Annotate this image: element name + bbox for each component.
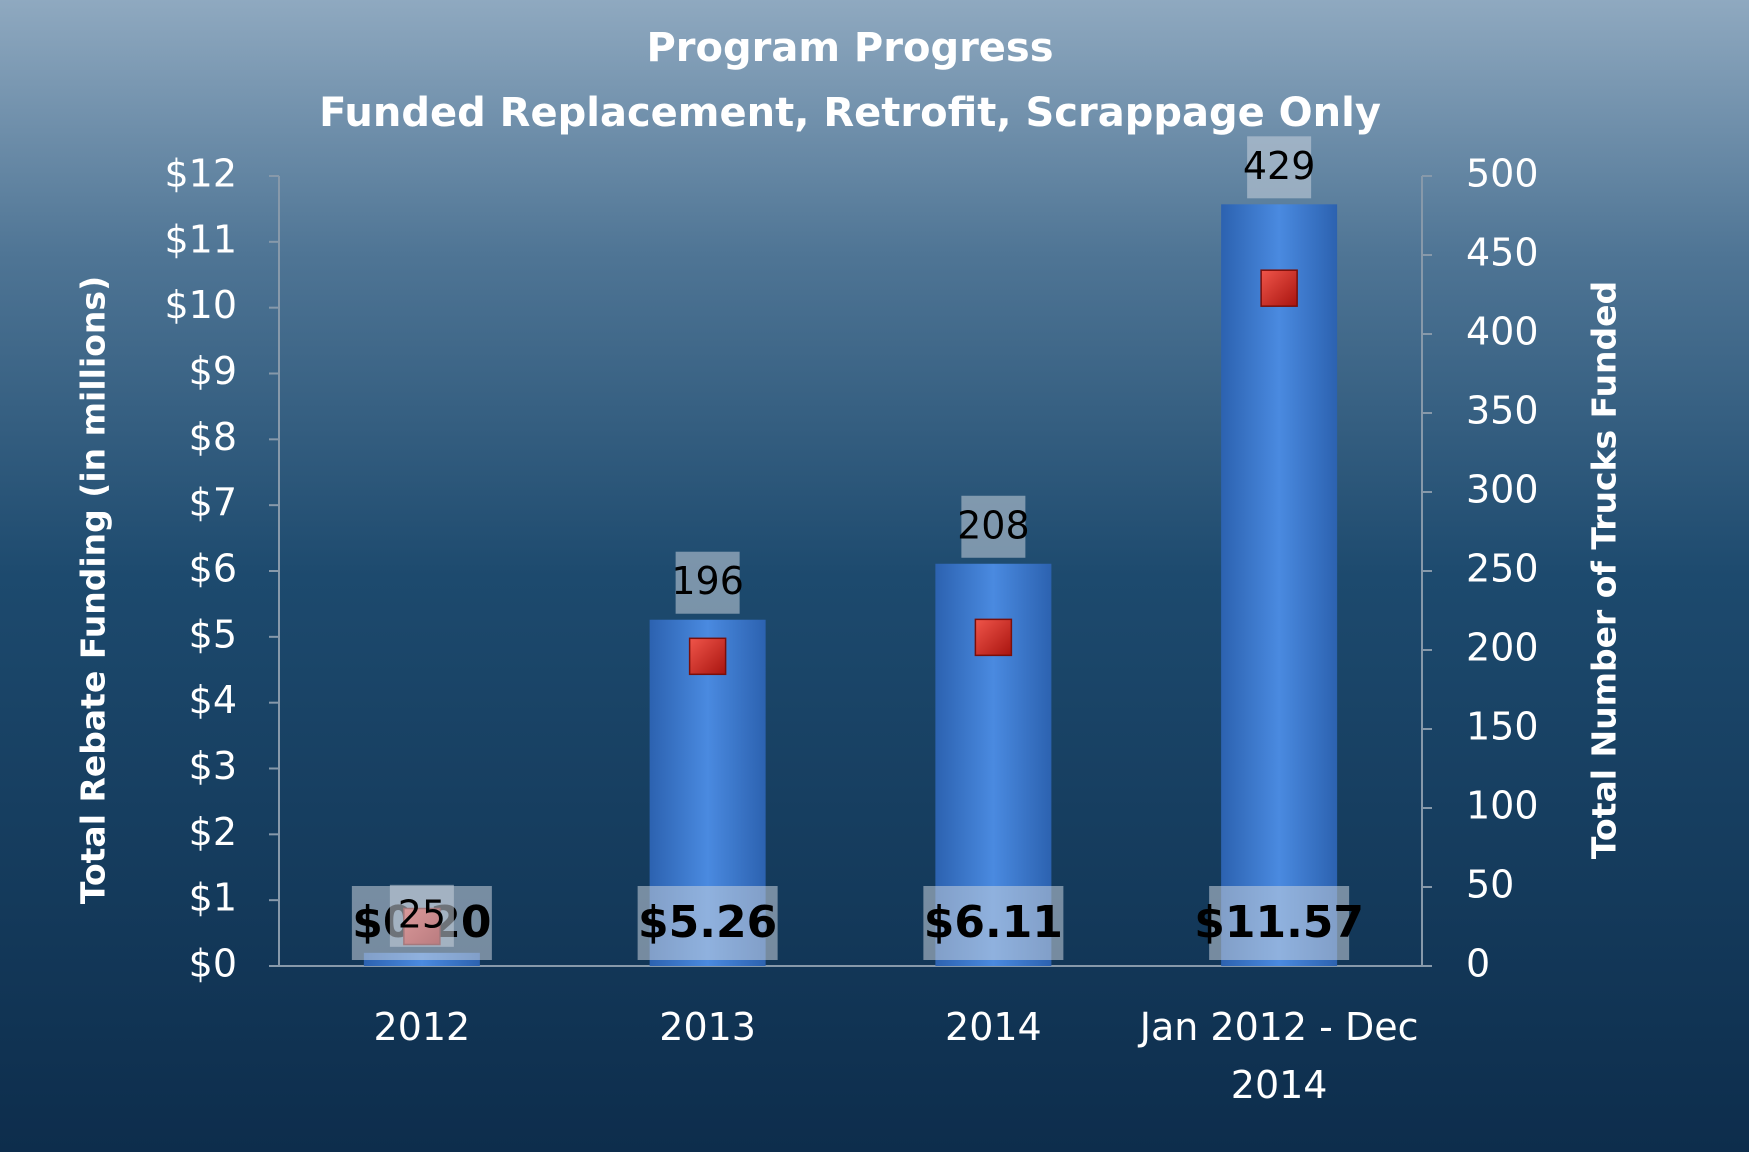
y2-axis-title: Total Number of Trucks Funded bbox=[1585, 281, 1624, 859]
bar bbox=[1221, 204, 1337, 966]
y2-tick-label: 0 bbox=[1466, 942, 1490, 986]
y-tick-label: $9 bbox=[189, 349, 237, 393]
y2-tick-label: 400 bbox=[1466, 310, 1539, 354]
y-tick-label: $3 bbox=[189, 744, 237, 788]
y2-tick-label: 150 bbox=[1466, 705, 1539, 749]
x-tick-label: Jan 2012 - Dec 2014 bbox=[1129, 998, 1429, 1114]
value-label: $6.11 bbox=[924, 897, 1063, 948]
y-tick-label: $7 bbox=[189, 481, 237, 525]
count-label: 196 bbox=[671, 559, 744, 603]
y-tick-label: $12 bbox=[164, 152, 237, 196]
y2-tick-label: 200 bbox=[1466, 626, 1539, 670]
marker bbox=[975, 619, 1011, 655]
y2-tick-label: 250 bbox=[1466, 547, 1539, 591]
y-axis-title: Total Rebate Funding (in millions) bbox=[74, 276, 113, 904]
chart: Program Progress Funded Replacement, Ret… bbox=[0, 0, 1749, 1152]
y-tick-label: $6 bbox=[189, 547, 237, 591]
y-tick-label: $5 bbox=[189, 612, 237, 656]
y-tick-label: $11 bbox=[164, 217, 237, 261]
y2-tick-label: 450 bbox=[1466, 231, 1539, 275]
y-tick-label: $4 bbox=[189, 678, 237, 722]
y-tick-label: $8 bbox=[189, 415, 237, 459]
chart-background: Program Progress Funded Replacement, Ret… bbox=[0, 0, 1749, 1152]
x-tick-label: 2014 bbox=[843, 998, 1143, 1056]
y2-tick-label: 100 bbox=[1466, 784, 1539, 828]
y2-tick-label: 300 bbox=[1466, 468, 1539, 512]
x-tick-label: 2012 bbox=[272, 998, 572, 1056]
y2-tick-label: 50 bbox=[1466, 863, 1514, 907]
chart-title: Program Progress bbox=[646, 25, 1053, 71]
y-tick-label: $2 bbox=[189, 810, 237, 854]
count-label: 25 bbox=[398, 892, 446, 936]
x-tick-label: 2013 bbox=[558, 998, 858, 1056]
marker bbox=[1261, 270, 1297, 306]
value-label: $11.57 bbox=[1194, 897, 1364, 948]
y-tick-label: $10 bbox=[164, 283, 237, 327]
y2-tick-label: 500 bbox=[1466, 152, 1539, 196]
y-tick-label: $0 bbox=[189, 942, 237, 986]
count-label: 208 bbox=[957, 503, 1030, 547]
chart-subtitle: Funded Replacement, Retrofit, Scrappage … bbox=[319, 90, 1381, 136]
marker bbox=[690, 638, 726, 674]
y2-tick-label: 350 bbox=[1466, 389, 1539, 433]
count-label: 429 bbox=[1243, 144, 1316, 188]
y-tick-label: $1 bbox=[189, 876, 237, 920]
value-label: $5.26 bbox=[638, 897, 777, 948]
